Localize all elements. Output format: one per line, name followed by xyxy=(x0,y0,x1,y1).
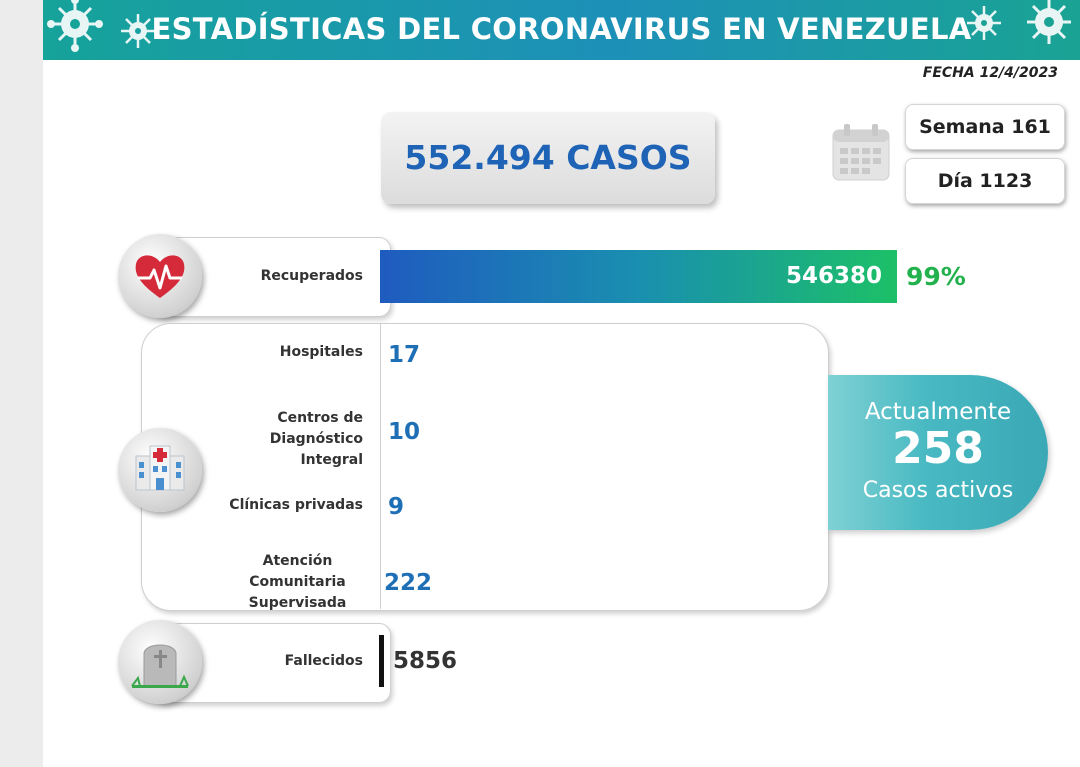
private-clinics-value: 9 xyxy=(388,494,405,520)
cdi-label: Centros de Diagnóstico Integral xyxy=(203,408,363,471)
virus-icon xyxy=(1027,0,1071,44)
hospitals-value: 17 xyxy=(388,342,421,368)
virus-icon xyxy=(967,6,1001,40)
deaths-icon-circle xyxy=(118,620,202,704)
community-care-label-line-1: Atención xyxy=(262,553,333,569)
recovered-percent: 99% xyxy=(906,262,966,291)
hospitalized-panel xyxy=(141,323,829,611)
heart-pulse-icon xyxy=(135,255,185,298)
recovered-label: Recuperados xyxy=(260,268,363,284)
community-care-label: Atención Comunitaria Supervisada xyxy=(243,551,352,614)
community-care-value: 222 xyxy=(384,570,433,596)
week-badge: Semana 161 xyxy=(905,104,1065,150)
tombstone-icon xyxy=(131,644,189,688)
deaths-bar xyxy=(379,635,384,687)
virus-icon xyxy=(47,0,103,52)
cdi-label-line-1: Centros de xyxy=(277,410,363,426)
deaths-label: Fallecidos xyxy=(284,653,363,669)
active-cases-count: 258 xyxy=(892,423,984,474)
header-banner: ESTADÍSTICAS DEL CORONAVIRUS EN VENEZUEL… xyxy=(43,0,1080,60)
recovered-icon-circle xyxy=(118,234,202,318)
calendar-icon xyxy=(832,124,890,181)
active-cases-badge: Actualmente 258 Casos activos xyxy=(828,375,1048,530)
date-label: FECHA 12/4/2023 xyxy=(922,65,1058,81)
cdi-label-line-2: Diagnóstico Integral xyxy=(269,431,363,468)
day-badge: Día 1123 xyxy=(905,158,1065,204)
hospital-icon-circle xyxy=(118,428,202,512)
page-title: ESTADÍSTICAS DEL CORONAVIRUS EN VENEZUEL… xyxy=(151,12,972,46)
week-value: Semana 161 xyxy=(919,116,1051,138)
infographic: ESTADÍSTICAS DEL CORONAVIRUS EN VENEZUEL… xyxy=(43,0,1080,767)
community-care-label-line-3: Supervisada xyxy=(248,595,347,611)
recovered-value: 546380 xyxy=(785,263,882,289)
cdi-value: 10 xyxy=(388,419,421,445)
recovered-bar: 546380 xyxy=(380,250,897,303)
community-care-label-line-2: Comunitaria xyxy=(249,574,346,590)
active-cases-line-2: Casos activos xyxy=(862,478,1014,503)
total-cases-box: 552.494 CASOS xyxy=(381,112,715,204)
hospitals-label: Hospitales xyxy=(279,344,363,360)
virus-icon xyxy=(121,14,155,48)
deaths-value: 5856 xyxy=(393,648,458,674)
day-value: Día 1123 xyxy=(937,170,1033,192)
hospital-icon xyxy=(135,445,185,491)
divider xyxy=(380,323,381,609)
active-cases-line-1: Actualmente xyxy=(864,399,1012,425)
total-cases-value: 552.494 CASOS xyxy=(404,138,692,177)
private-clinics-label: Clínicas privadas xyxy=(229,497,363,513)
